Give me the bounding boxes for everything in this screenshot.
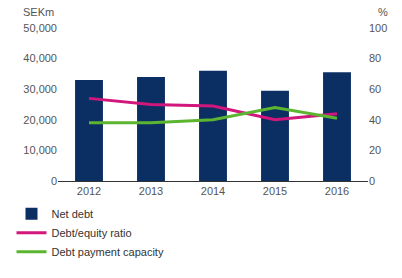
svg-text:2012: 2012: [77, 185, 101, 197]
svg-text:2013: 2013: [139, 185, 163, 197]
svg-text:0: 0: [369, 175, 375, 187]
svg-text:40: 40: [369, 114, 381, 126]
svg-text:2014: 2014: [201, 185, 225, 197]
svg-text:10,000: 10,000: [23, 144, 57, 156]
svg-text:100: 100: [369, 22, 387, 34]
svg-text:Net debt: Net debt: [52, 208, 94, 220]
svg-text:SEKm: SEKm: [23, 6, 54, 18]
svg-text:40,000: 40,000: [23, 52, 57, 64]
svg-text:30,000: 30,000: [23, 83, 57, 95]
svg-text:0: 0: [51, 175, 57, 187]
svg-text:80: 80: [369, 52, 381, 64]
svg-text:Debt payment capacity: Debt payment capacity: [52, 246, 164, 258]
svg-text:20,000: 20,000: [23, 114, 57, 126]
svg-text:50,000: 50,000: [23, 22, 57, 34]
svg-text:60: 60: [369, 83, 381, 95]
svg-text:2015: 2015: [263, 185, 287, 197]
svg-text:%: %: [378, 6, 388, 18]
svg-text:2016: 2016: [325, 185, 349, 197]
svg-text:20: 20: [369, 144, 381, 156]
svg-text:Debt/equity ratio: Debt/equity ratio: [52, 227, 132, 239]
